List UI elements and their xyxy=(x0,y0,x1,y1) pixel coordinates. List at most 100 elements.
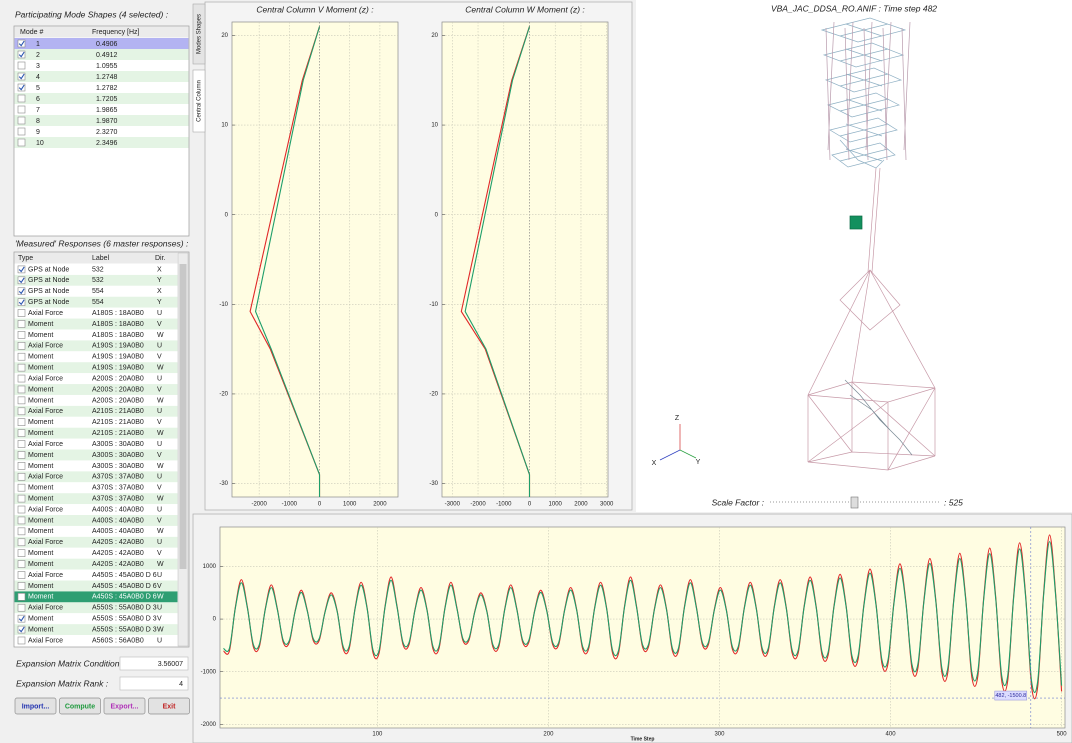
row-checkbox[interactable] xyxy=(18,95,25,102)
response-dir: U xyxy=(157,637,162,644)
response-type: Moment xyxy=(28,354,53,361)
response-label: 554 xyxy=(92,288,104,295)
response-type: Axial Force xyxy=(28,572,63,579)
response-type: Moment xyxy=(28,397,53,404)
response-type: Moment xyxy=(28,550,53,557)
response-label: A200S : 20A0B0 xyxy=(92,386,144,393)
button-label[interactable]: Compute xyxy=(65,703,95,710)
panel-title: 'Measured' Responses (6 master responses… xyxy=(15,238,189,248)
response-type: Axial Force xyxy=(28,310,63,317)
row-checkbox[interactable] xyxy=(18,637,25,644)
response-dir: V xyxy=(157,485,162,492)
response-label: A550S : 55A0B0 D 3 xyxy=(92,605,157,612)
row-checkbox[interactable] xyxy=(18,331,25,338)
response-label: A450S : 45A0B0 D 6 xyxy=(92,572,157,579)
mode-number: 8 xyxy=(36,118,40,125)
response-dir: X xyxy=(157,288,162,295)
response-label: A300S : 30A0B0 xyxy=(92,452,144,459)
tab-label[interactable]: Central Column xyxy=(197,80,203,122)
row-checkbox[interactable] xyxy=(18,342,25,349)
y-tick-label: -30 xyxy=(219,481,228,487)
response-type: Moment xyxy=(28,583,53,590)
response-type: Moment xyxy=(28,321,53,328)
row-checkbox[interactable] xyxy=(18,604,25,611)
row-checkbox[interactable] xyxy=(18,430,25,437)
response-label: A210S : 21A0B0 xyxy=(92,430,144,437)
response-dir: Y xyxy=(157,299,162,306)
frequency: 1.0955 xyxy=(96,63,118,70)
mode-number: 6 xyxy=(36,96,40,103)
row-checkbox[interactable] xyxy=(18,561,25,568)
scrollbar-thumb[interactable] xyxy=(180,264,187,569)
column-header: Dir. xyxy=(155,255,166,262)
row-checkbox[interactable] xyxy=(18,593,25,600)
response-dir: W xyxy=(157,626,164,633)
row-checkbox[interactable] xyxy=(18,451,25,458)
response-dir: U xyxy=(157,539,162,546)
response-type: Moment xyxy=(28,365,53,372)
row-checkbox[interactable] xyxy=(18,517,25,524)
row-checkbox[interactable] xyxy=(18,386,25,393)
row-checkbox[interactable] xyxy=(18,139,25,146)
response-label: A300S : 30A0B0 xyxy=(92,463,144,470)
response-type: GPS at Node xyxy=(28,288,69,295)
row-checkbox[interactable] xyxy=(18,62,25,69)
row-checkbox[interactable] xyxy=(18,128,25,135)
y-tick-label: 10 xyxy=(431,123,438,129)
response-dir: V xyxy=(157,354,162,361)
response-label: A450S : 45A0B0 D 6 xyxy=(92,583,157,590)
row-checkbox[interactable] xyxy=(18,441,25,448)
row-checkbox[interactable] xyxy=(18,397,25,404)
row-checkbox[interactable] xyxy=(18,353,25,360)
row-checkbox[interactable] xyxy=(18,320,25,327)
tab-label[interactable]: Modes Shapes xyxy=(197,14,203,54)
response-dir: V xyxy=(157,616,162,623)
row-checkbox[interactable] xyxy=(18,506,25,513)
info-box xyxy=(120,677,188,690)
button-label[interactable]: Import... xyxy=(22,703,50,710)
response-type: Moment xyxy=(28,626,53,633)
response-type: Axial Force xyxy=(28,539,63,546)
row-checkbox[interactable] xyxy=(18,582,25,589)
response-type: Axial Force xyxy=(28,408,63,415)
response-label: A210S : 21A0B0 xyxy=(92,408,144,415)
response-label: A180S : 18A0B0 xyxy=(92,321,144,328)
x-tick-label: -1000 xyxy=(496,502,512,508)
row-checkbox[interactable] xyxy=(18,484,25,491)
button-label[interactable]: Exit xyxy=(163,703,177,710)
y-tick-label: -20 xyxy=(219,392,228,398)
application-window: XYZVBA_JAC_DDSA_RO.ANIF : Time step 482S… xyxy=(0,0,1072,743)
chart-title: Central Column W Moment (z) : xyxy=(465,4,585,14)
slider-thumb[interactable] xyxy=(851,497,858,508)
response-type: GPS at Node xyxy=(28,266,69,273)
frequency: 2.3270 xyxy=(96,129,118,136)
row-checkbox[interactable] xyxy=(18,375,25,382)
row-checkbox[interactable] xyxy=(18,539,25,546)
x-axis-label: Time Step xyxy=(631,736,655,742)
response-dir: W xyxy=(157,496,164,503)
response-type: GPS at Node xyxy=(28,299,69,306)
response-type: Moment xyxy=(28,430,53,437)
mode-number: 2 xyxy=(36,52,40,59)
row-checkbox[interactable] xyxy=(18,408,25,415)
row-checkbox[interactable] xyxy=(18,550,25,557)
response-label: A300S : 30A0B0 xyxy=(92,441,144,448)
row-checkbox[interactable] xyxy=(18,462,25,469)
row-checkbox[interactable] xyxy=(18,310,25,317)
response-type: Moment xyxy=(28,517,53,524)
row-checkbox[interactable] xyxy=(18,419,25,426)
button-label[interactable]: Export... xyxy=(110,703,138,710)
row-checkbox[interactable] xyxy=(18,495,25,502)
row-checkbox[interactable] xyxy=(18,117,25,124)
row-checkbox[interactable] xyxy=(18,528,25,535)
row-checkbox[interactable] xyxy=(18,473,25,480)
response-dir: V xyxy=(157,550,162,557)
x-tick-label: 500 xyxy=(1057,732,1068,738)
column-header: Type xyxy=(18,255,33,262)
row-checkbox[interactable] xyxy=(18,364,25,371)
row-checkbox[interactable] xyxy=(18,106,25,113)
mode-number: 5 xyxy=(36,85,40,92)
frequency: 0.4912 xyxy=(96,52,118,59)
mode-number: 9 xyxy=(36,129,40,136)
row-checkbox[interactable] xyxy=(18,572,25,579)
